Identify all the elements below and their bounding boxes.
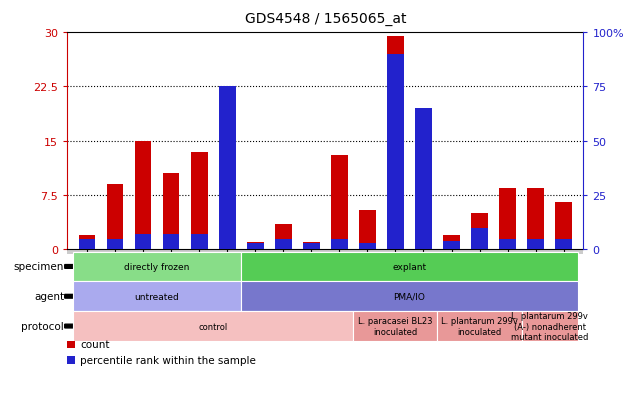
Bar <box>191 235 208 250</box>
Bar <box>415 109 432 250</box>
Bar <box>471 214 488 250</box>
Bar <box>528 188 544 250</box>
Bar <box>78 239 96 250</box>
Text: percentile rank within the sample: percentile rank within the sample <box>80 355 256 365</box>
Bar <box>443 241 460 250</box>
Bar <box>499 239 516 250</box>
Bar <box>135 235 151 250</box>
Bar <box>303 243 320 250</box>
Text: untreated: untreated <box>135 292 179 301</box>
Bar <box>219 134 236 250</box>
Bar <box>331 156 348 250</box>
Bar <box>443 235 460 250</box>
Bar <box>163 174 179 250</box>
Bar <box>303 243 320 250</box>
Text: protocol: protocol <box>21 321 64 331</box>
Bar <box>106 239 124 250</box>
Bar <box>331 239 348 250</box>
Text: agent: agent <box>34 292 64 301</box>
Text: explant: explant <box>392 262 426 271</box>
Bar <box>555 203 572 250</box>
Bar <box>359 243 376 250</box>
Bar <box>163 235 179 250</box>
Text: L. paracasei BL23
inoculated: L. paracasei BL23 inoculated <box>358 317 433 336</box>
Text: count: count <box>80 339 110 349</box>
Text: directly frozen: directly frozen <box>124 262 190 271</box>
Text: specimen: specimen <box>13 262 64 272</box>
Bar <box>78 235 96 250</box>
Text: L. plantarum 299v
(A-) nonadherent
mutant inoculated: L. plantarum 299v (A-) nonadherent mutan… <box>511 311 588 341</box>
Bar <box>471 228 488 250</box>
Bar <box>387 55 404 250</box>
Text: control: control <box>199 322 228 331</box>
Bar <box>415 152 432 250</box>
Text: L. plantarum 299v
inoculated: L. plantarum 299v inoculated <box>441 317 518 336</box>
Bar <box>106 185 124 250</box>
Bar <box>528 239 544 250</box>
Bar <box>135 142 151 250</box>
Bar <box>499 188 516 250</box>
Bar <box>247 243 263 250</box>
Text: GDS4548 / 1565065_at: GDS4548 / 1565065_at <box>245 12 406 26</box>
Bar <box>219 87 236 250</box>
Bar <box>247 243 263 250</box>
Bar <box>275 239 292 250</box>
Bar <box>191 152 208 250</box>
Text: PMA/IO: PMA/IO <box>394 292 426 301</box>
Bar <box>275 225 292 250</box>
Bar <box>359 210 376 250</box>
Bar <box>387 37 404 250</box>
Bar <box>555 239 572 250</box>
